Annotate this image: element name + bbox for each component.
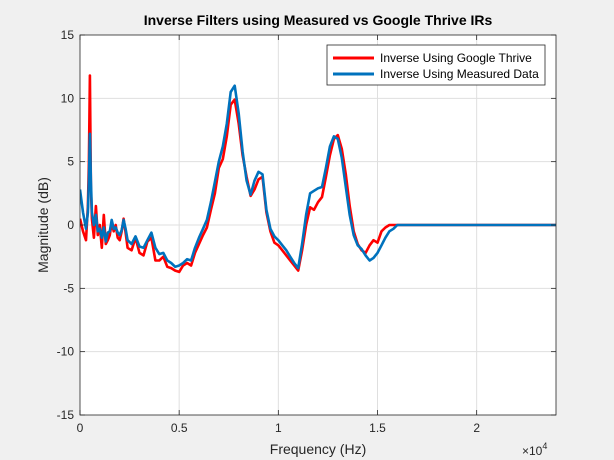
legend-label-measured-data: Inverse Using Measured Data [380, 67, 539, 81]
x-tick-label: 2 [473, 421, 480, 435]
y-tick-label: -5 [63, 281, 74, 295]
legend: Inverse Using Google Thrive Inverse Usin… [326, 44, 546, 86]
tick-labels: 0 0.5 1 1.5 2 -15 -10 -5 0 5 10 15 [57, 28, 481, 435]
x-exponent-base: ×10 [522, 444, 543, 458]
y-tick-label: 10 [61, 91, 75, 105]
axis-ticks [79, 34, 556, 416]
chart-title: Inverse Filters using Measured vs Google… [144, 12, 493, 28]
y-tick-label: 5 [67, 155, 74, 169]
series-line-measured-data [80, 84, 556, 270]
legend-label-google-thrive: Inverse Using Google Thrive [380, 51, 532, 65]
x-tick-label: 1 [275, 421, 282, 435]
series-lines [80, 74, 556, 274]
y-tick-label: 15 [61, 28, 75, 42]
y-tick-label: -10 [57, 345, 75, 359]
x-exponent-label: ×104 [522, 441, 547, 458]
x-exponent-power: 4 [542, 441, 547, 451]
x-tick-label: 0 [77, 421, 84, 435]
x-tick-label: 1.5 [369, 421, 386, 435]
legend-box [326, 44, 546, 86]
x-axis-label: Frequency (Hz) [270, 441, 366, 457]
y-tick-label: 0 [67, 218, 74, 232]
y-tick-label: -15 [57, 408, 75, 422]
x-tick-label: 0.5 [171, 421, 188, 435]
y-axis-label: Magnitude (dB) [35, 177, 51, 273]
